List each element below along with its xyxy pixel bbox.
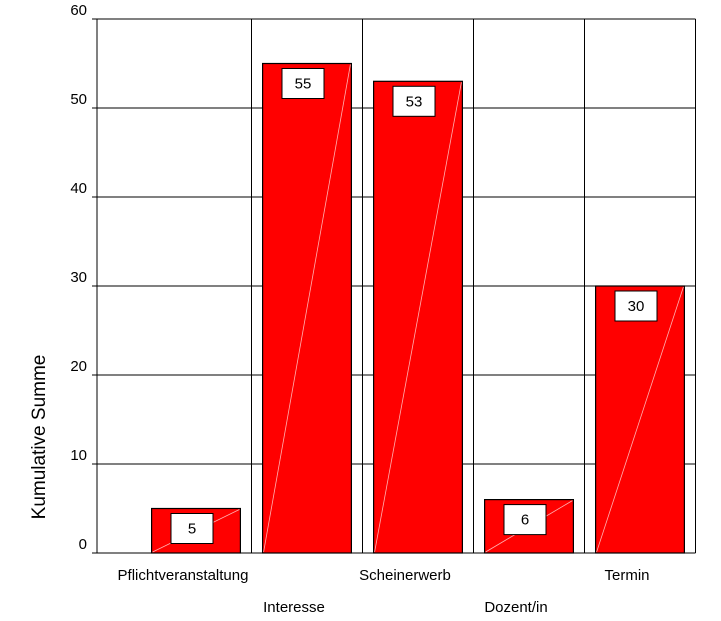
bar-sheen [374, 82, 462, 553]
value-label: 5 [188, 520, 196, 537]
value-label: 30 [628, 298, 645, 315]
value-label-box [281, 68, 325, 99]
y-tick-label: 30 [70, 269, 87, 286]
value-label: 6 [521, 512, 529, 529]
y-axis-label: Kumulative Summe [29, 355, 50, 520]
value-label: 53 [406, 93, 423, 110]
bar-sheen [263, 64, 351, 553]
y-tick-label: 50 [70, 91, 87, 108]
value-label-box [614, 290, 658, 322]
y-tick-label: 0 [79, 536, 87, 553]
x-tick-label: Scheinerwerb [359, 567, 451, 584]
x-tick-label: Interesse [263, 599, 325, 616]
x-tick-label: Dozent/in [484, 599, 547, 616]
value-label-box [392, 85, 436, 117]
y-tick-label: 40 [70, 180, 87, 197]
value-label-box [503, 504, 547, 536]
value-label: 55 [295, 75, 312, 92]
x-tick-label: Termin [604, 567, 649, 584]
y-tick-label: 60 [70, 2, 87, 19]
x-tick-label: Pflichtveranstaltung [118, 567, 249, 584]
bar-sheen [596, 286, 684, 553]
value-label-box [170, 513, 214, 544]
y-tick-label: 10 [70, 447, 87, 464]
y-tick-label: 20 [70, 358, 87, 375]
